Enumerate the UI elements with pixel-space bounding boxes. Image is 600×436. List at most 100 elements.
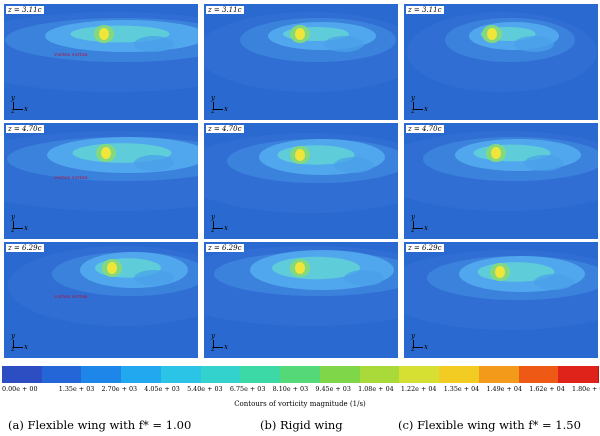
vorticity-contour-level-5 xyxy=(295,262,305,274)
colorbar-segment xyxy=(518,366,560,383)
vorticity-panel-c3: z = 6.29c y x z xyxy=(404,242,598,358)
colorbar-segment xyxy=(81,366,123,383)
spanwise-position-label: z = 4.70c xyxy=(6,125,44,133)
vorticity-contour-level-5 xyxy=(107,262,117,274)
shed-vortex-region xyxy=(534,274,574,290)
vorticity-contour-level-5 xyxy=(101,147,111,159)
shed-vortex-region xyxy=(514,36,554,52)
caption-c: (c) Flexible wing with f* = 1.50 xyxy=(398,418,581,432)
caption-a: (a) Flexible wing with f* = 1.00 xyxy=(8,418,192,432)
colorbar-segment xyxy=(121,366,162,383)
axis-line-x xyxy=(213,228,223,229)
colorbar-segment xyxy=(41,366,83,383)
vorticity-contour-plot xyxy=(204,133,398,213)
colorbar-segment xyxy=(2,366,43,383)
vorticity-contour-plot xyxy=(8,246,198,326)
coordinate-axes-icon: y x z xyxy=(410,213,434,234)
vorticity-contour-plot xyxy=(404,131,598,211)
axis-line-y xyxy=(13,102,14,110)
colorbar-segment xyxy=(160,366,202,383)
vorticity-contour-level-5 xyxy=(99,28,109,40)
vorticity-contour-level-5 xyxy=(495,266,505,278)
axis-label-y: y xyxy=(211,213,215,221)
axis-line-x xyxy=(413,109,423,110)
colorbar-segment xyxy=(439,366,480,383)
axis-line-y xyxy=(213,340,214,348)
vorticity-panel-a3: z = 6.29c y x z vortex vortex xyxy=(4,242,198,358)
colorbar-segment xyxy=(240,366,282,383)
coordinate-axes-icon: y x z xyxy=(210,94,234,115)
coordinate-axes-icon: y x z xyxy=(10,332,34,353)
axis-label-y: y xyxy=(11,94,15,102)
axis-label-z: z xyxy=(211,345,215,353)
vortex-annotation: vortex vortex xyxy=(54,52,88,58)
axis-label-x: x xyxy=(24,105,28,113)
coordinate-axes-icon: y x z xyxy=(210,332,234,353)
colorbar-tick-label: 1.49e + 04 xyxy=(486,385,523,393)
axis-line-x xyxy=(13,228,23,229)
shed-vortex-region xyxy=(134,155,174,171)
colorbar-tick-label: 8.10e + 03 xyxy=(272,385,309,393)
colorbar-segment xyxy=(280,366,321,383)
spanwise-position-label: z = 3.11c xyxy=(206,6,244,14)
axis-label-z: z xyxy=(211,226,215,234)
vorticity-panel-b1: z = 3.11c y x z xyxy=(204,4,398,120)
axis-label-z: z xyxy=(11,107,15,115)
axis-label-z: z xyxy=(211,107,215,115)
spanwise-position-label: z = 3.11c xyxy=(6,6,44,14)
vorticity-contour-level-5 xyxy=(295,149,305,161)
colorbar-segment xyxy=(359,366,401,383)
vorticity-contour-level-5 xyxy=(487,28,497,40)
axis-line-y xyxy=(413,221,414,229)
colorbar-tick-label: 1.35e + 04 xyxy=(443,385,480,393)
vortex-annotation: vortex vortex xyxy=(54,175,88,181)
colorbar-tick-label: 6.75e + 03 xyxy=(229,385,266,393)
vorticity-contour-level-5 xyxy=(491,147,501,159)
axis-label-z: z xyxy=(11,226,15,234)
coordinate-axes-icon: y x z xyxy=(10,94,34,115)
spanwise-position-label: z = 6.29c xyxy=(6,244,44,252)
axis-line-x xyxy=(213,347,223,348)
vorticity-panel-c1: z = 3.11c y x z xyxy=(404,4,598,120)
colorbar-tick-label: 0.00e + 00 xyxy=(2,385,38,393)
colorbar-segment xyxy=(200,366,242,383)
colorbar-segment xyxy=(558,366,599,383)
spanwise-position-label: z = 4.70c xyxy=(206,125,244,133)
axis-line-y xyxy=(413,102,414,110)
coordinate-axes-icon: y x z xyxy=(210,213,234,234)
shed-vortex-region xyxy=(134,36,174,52)
colorbar-tick-label: 1.62e + 04 xyxy=(529,385,565,393)
axis-label-x: x xyxy=(224,105,228,113)
axis-label-x: x xyxy=(424,105,428,113)
colorbar-tick-label: 5.40e + 03 xyxy=(187,385,223,393)
spanwise-position-label: z = 6.29c xyxy=(406,244,444,252)
axis-label-z: z xyxy=(411,226,415,234)
axis-label-x: x xyxy=(424,343,428,351)
axis-label-x: x xyxy=(424,224,428,232)
vorticity-contour-plot xyxy=(204,246,398,326)
axis-line-y xyxy=(213,221,214,229)
vorticity-contour-plot xyxy=(407,12,597,92)
colorbar-segment xyxy=(478,366,520,383)
vorticity-colorbar xyxy=(2,366,599,383)
colorbar-tick-label: 1.35e + 03 xyxy=(58,385,95,393)
axis-line-y xyxy=(413,340,414,348)
shed-vortex-region xyxy=(524,155,564,171)
colorbar-tick-label: 1.08e + 04 xyxy=(358,385,394,393)
vorticity-panel-b2: z = 4.70c y x z xyxy=(204,123,398,239)
shed-vortex-region xyxy=(334,157,374,173)
axis-label-z: z xyxy=(11,345,15,353)
colorbar-title: Contours of vorticity magnitude (1/s) xyxy=(234,400,366,408)
coordinate-axes-icon: y x z xyxy=(410,94,434,115)
axis-line-x xyxy=(413,228,423,229)
axis-line-x xyxy=(413,347,423,348)
shed-vortex-region xyxy=(324,36,364,52)
axis-label-y: y xyxy=(211,332,215,340)
axis-label-x: x xyxy=(24,343,28,351)
axis-label-z: z xyxy=(411,345,415,353)
vorticity-contour-plot xyxy=(4,12,198,92)
axis-line-y xyxy=(213,102,214,110)
axis-label-y: y xyxy=(411,332,415,340)
vortex-annotation: vortex vortex xyxy=(54,294,88,300)
axis-label-y: y xyxy=(211,94,215,102)
